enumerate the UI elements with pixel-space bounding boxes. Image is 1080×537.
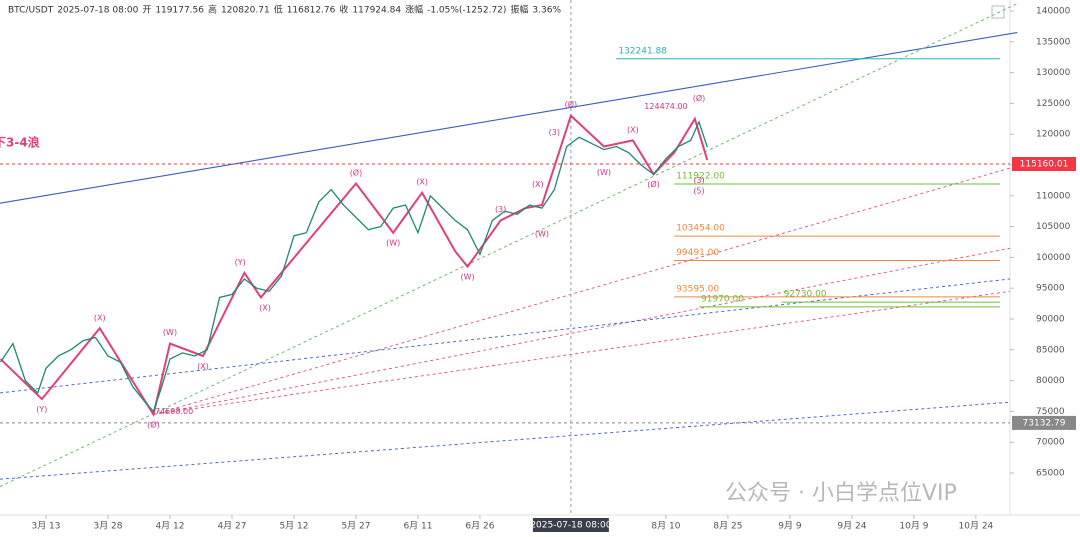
wave-label: (W): [386, 239, 400, 248]
crosshair-tag: [532, 518, 609, 532]
y-tick-label: 85000: [1036, 345, 1065, 355]
y-tick-label: 110000: [1036, 191, 1071, 201]
header-item: 120820.71: [221, 6, 270, 16]
price-tag: [1012, 157, 1076, 172]
wave-label: (X): [416, 178, 428, 187]
y-tick-label: 90000: [1036, 315, 1065, 325]
wave-label: (W): [460, 273, 474, 282]
y-tick-label: 100000: [1036, 253, 1071, 263]
x-tick-label: 5月 27: [341, 521, 370, 532]
level-label: 99491.00: [676, 248, 719, 258]
wave-label: (3): [693, 176, 704, 185]
trendline: [153, 290, 1011, 415]
y-tick-label: 80000: [1036, 376, 1065, 386]
header-item: 高: [208, 4, 217, 16]
wave-label: (W): [163, 328, 177, 337]
header-item: 3.36%: [532, 6, 561, 16]
wave-label: (Ø): [647, 179, 660, 189]
wave-label: (X): [94, 313, 106, 322]
wave-label: (X): [532, 180, 544, 189]
trendline: [0, 3, 1018, 487]
header-item: -1.05%(-1252.72): [427, 6, 506, 16]
wave-label: (Ø): [350, 168, 363, 178]
wave-label: (Ø): [693, 93, 706, 103]
wave-label: (X): [259, 303, 271, 312]
x-tick-label: 9月 24: [837, 521, 866, 532]
x-tick-label: 8月 10: [651, 521, 680, 532]
header-item: 涨幅: [405, 4, 423, 16]
header-item: BTC/USDT: [8, 6, 54, 16]
trendline: [153, 247, 1011, 415]
header-item: 开: [142, 5, 151, 16]
wave-label: (Y): [36, 405, 47, 414]
chart-title: 下3-4浪: [0, 135, 40, 150]
x-tick-label: 5月 12: [279, 521, 308, 532]
y-tick-label: 135000: [1036, 37, 1071, 47]
header-item: 低: [274, 4, 283, 16]
level-label: 93595.00: [676, 284, 719, 294]
wave-label: (W): [597, 168, 611, 177]
x-tick-label: 6月 11: [403, 521, 432, 532]
trendline: [0, 278, 1011, 394]
level-label: 91970.00: [701, 294, 744, 304]
level-label: 132241.88: [618, 46, 667, 56]
wave-label: (Ø): [147, 419, 160, 429]
y-tick-label: 70000: [1036, 438, 1065, 448]
y-tick-label: 130000: [1036, 68, 1071, 78]
crosshair-label: 2025-07-18 08:00: [530, 521, 611, 531]
y-tick-label: 95000: [1036, 284, 1065, 294]
settings-icon[interactable]: [991, 5, 1005, 19]
price-tag-label: 73132.79: [1023, 418, 1066, 428]
y-tick-label: 65000: [1036, 469, 1065, 479]
header-item: 116812.76: [287, 6, 336, 16]
y-tick-label: 120000: [1036, 130, 1071, 140]
trendline: [153, 167, 1011, 415]
wave-label: (3): [495, 205, 506, 214]
wave-label: (5): [693, 186, 704, 195]
header-item: 收: [339, 4, 348, 16]
header-item: 2025-07-18 08:00: [57, 6, 138, 16]
wave-line: [0, 113, 709, 418]
x-tick-label: 4月 12: [155, 521, 184, 532]
wave-label: (W): [535, 229, 549, 238]
header-item: 振幅: [510, 4, 528, 16]
wave-label: 124474.00: [644, 102, 687, 111]
header-item: 119177.56: [155, 6, 204, 16]
level-label: 92730.00: [784, 290, 827, 300]
y-tick-label: 75000: [1036, 407, 1065, 417]
wave-label: (X): [197, 362, 209, 371]
y-tick-label: 125000: [1036, 99, 1071, 109]
x-tick-label: 6月 26: [465, 521, 494, 532]
x-tick-label: 9月 9: [778, 521, 802, 532]
y-tick-label: 140000: [1036, 7, 1071, 17]
header-item: 117924.84: [352, 6, 401, 16]
watermark: 公众号 · 小白学点位VIP: [725, 481, 957, 506]
y-tick-label: 105000: [1036, 222, 1071, 232]
price-series: [0, 120, 708, 413]
wave-label: (Y): [235, 258, 246, 267]
x-tick-label: 3月 13: [31, 521, 60, 532]
trendline: [0, 401, 1011, 480]
level-label: 111922.00: [676, 171, 725, 181]
wave-label: (X): [627, 125, 639, 134]
x-tick-label: 10月 9: [899, 521, 928, 532]
x-tick-label: 10月 24: [959, 521, 994, 532]
trendline: [0, 32, 1018, 204]
wave-label: (3): [549, 128, 560, 137]
price-tag: [1012, 415, 1076, 430]
wave-label: (Ø): [565, 99, 578, 109]
level-label: 103454.00: [676, 224, 725, 234]
x-tick-label: 8月 25: [713, 521, 742, 532]
price-tag-label: 115160.01: [1020, 160, 1069, 170]
x-tick-label: 4月 27: [217, 521, 246, 532]
x-tick-label: 3月 28: [93, 521, 122, 532]
wave-label: 74508.00: [155, 407, 193, 416]
